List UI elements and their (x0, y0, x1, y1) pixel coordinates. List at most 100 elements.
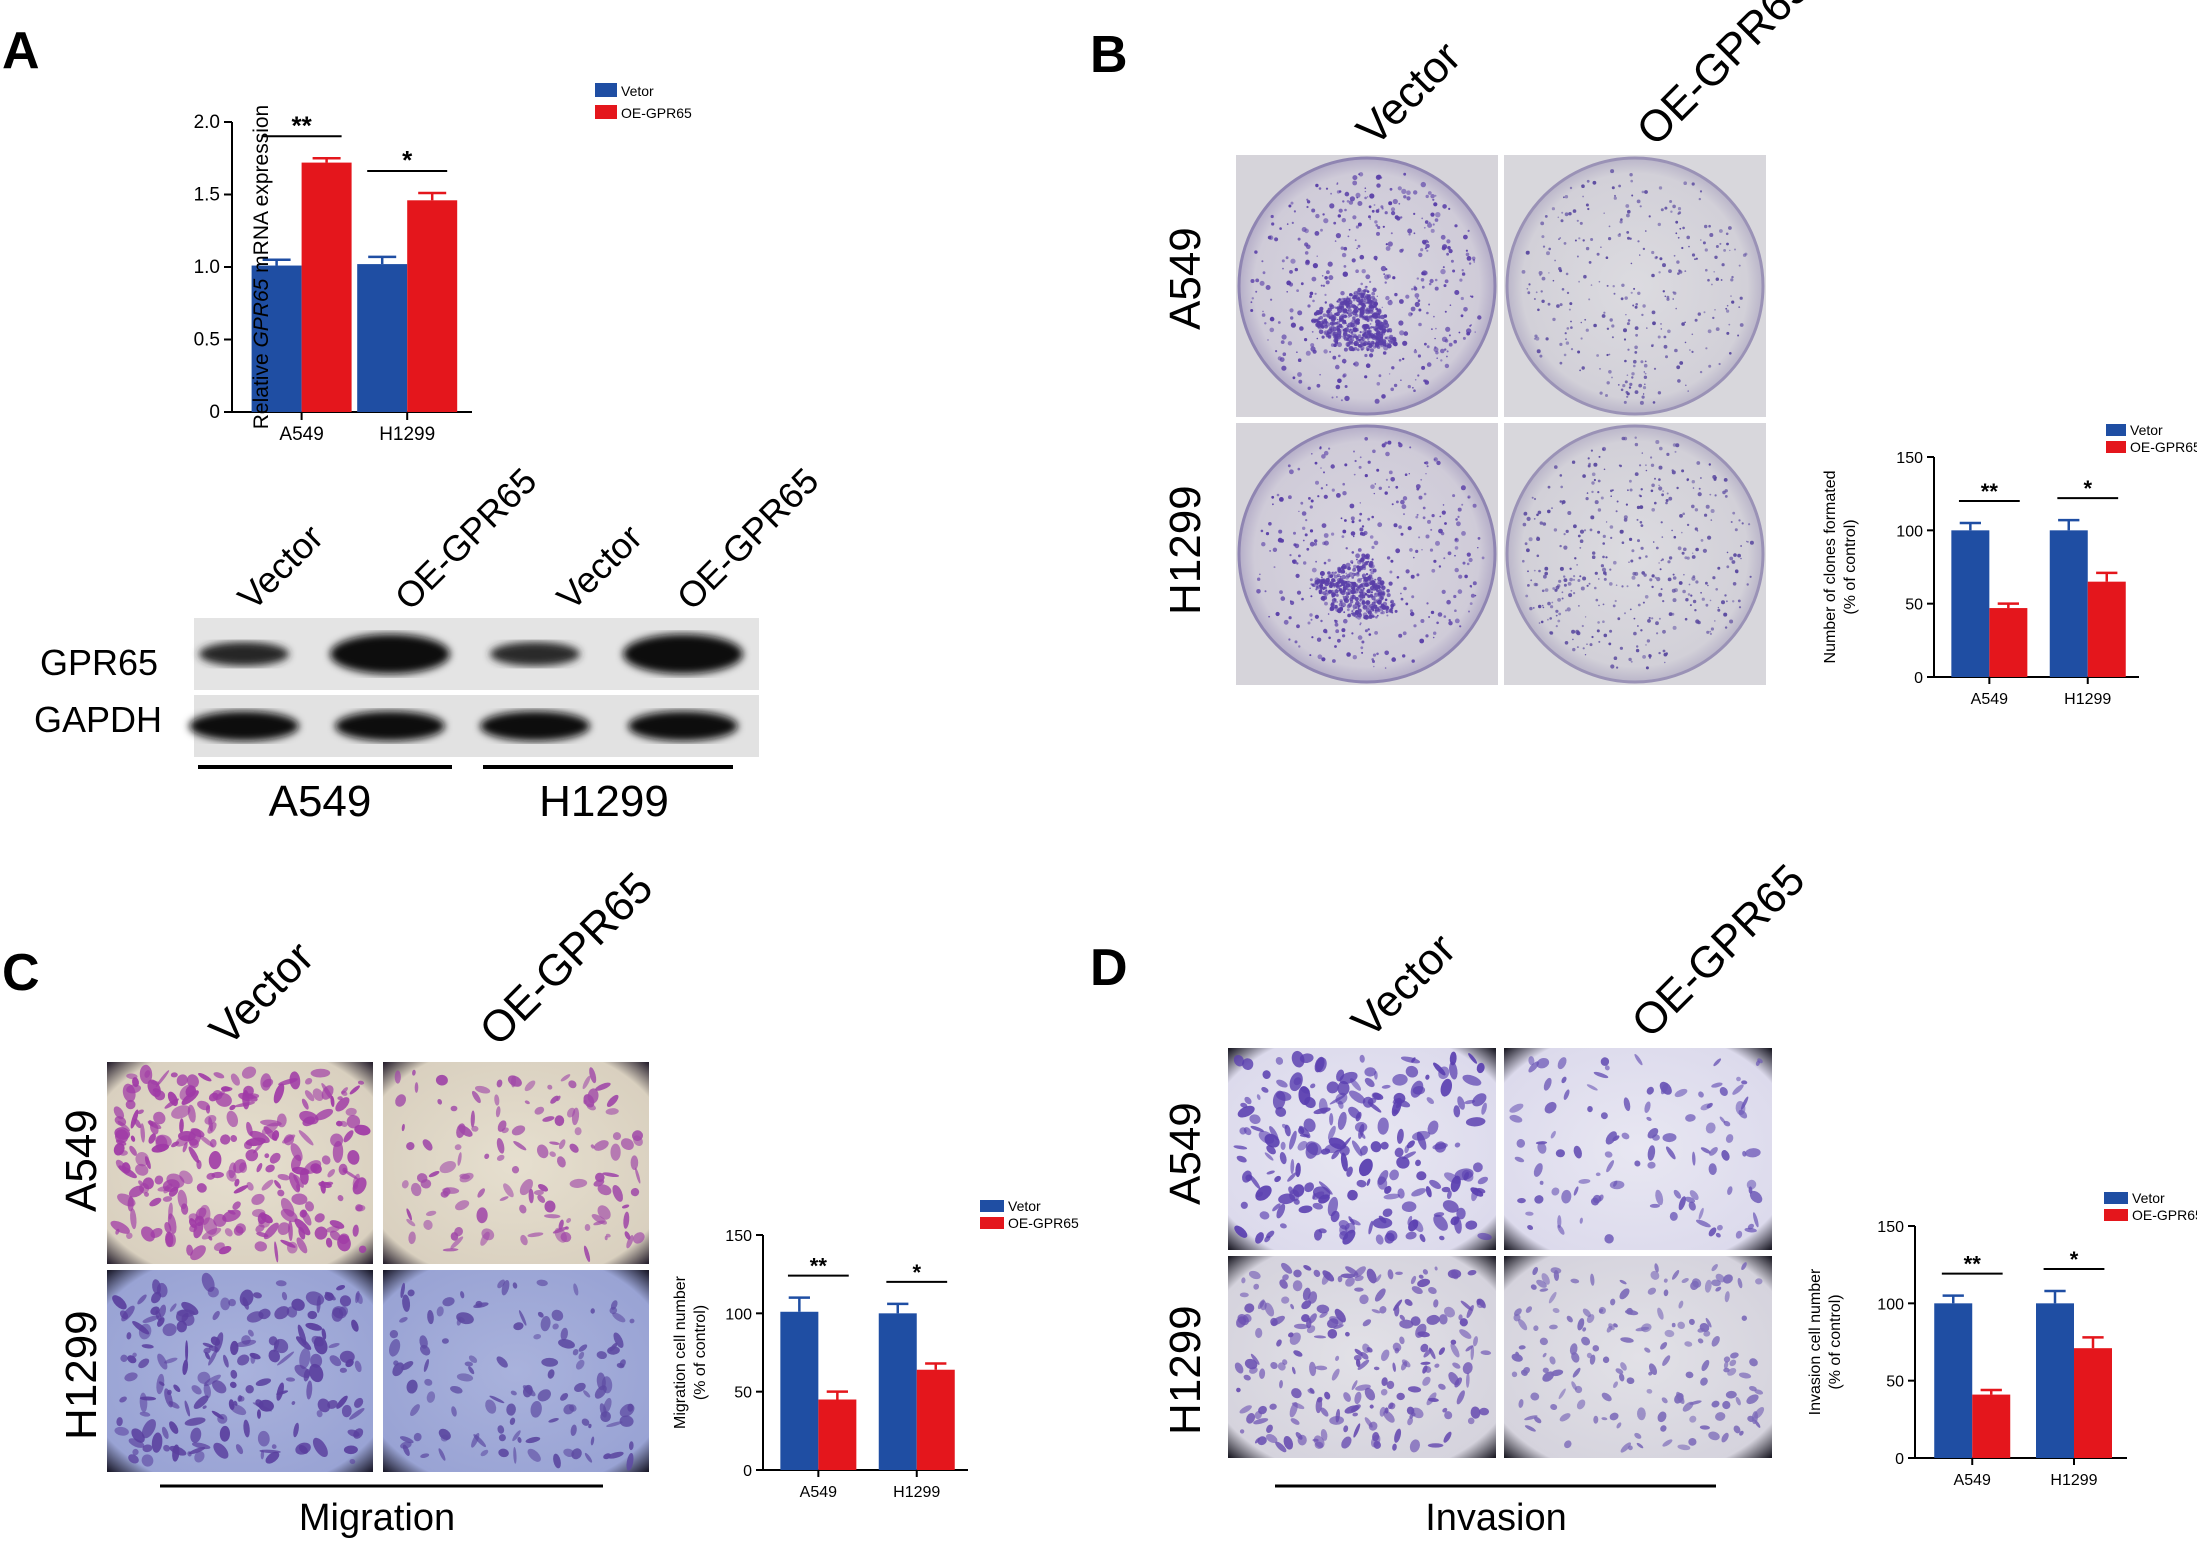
cell (1315, 1397, 1323, 1414)
colony (1651, 250, 1655, 255)
colony (1342, 529, 1347, 534)
cell (1620, 1442, 1632, 1453)
cell (1700, 1103, 1711, 1111)
colony (1350, 516, 1355, 521)
colony (1444, 310, 1447, 313)
colony (1338, 579, 1342, 584)
colony (1361, 532, 1366, 537)
colony (1551, 601, 1554, 604)
cell (132, 1320, 150, 1335)
colony (1636, 199, 1641, 204)
colony (1574, 239, 1577, 242)
colony (1364, 187, 1367, 189)
colony (1423, 270, 1428, 276)
colony (1426, 345, 1430, 349)
cell (230, 1369, 238, 1379)
colony (1435, 540, 1440, 546)
colony (1329, 607, 1334, 612)
colony (1384, 607, 1388, 611)
colony (1584, 654, 1587, 656)
colony (1640, 546, 1644, 550)
colony (1619, 646, 1623, 650)
cell (410, 1182, 422, 1197)
cell (583, 1245, 591, 1262)
colony (1686, 556, 1690, 560)
colony (1574, 557, 1577, 560)
colony (1608, 237, 1612, 241)
colony (1328, 580, 1332, 585)
colony (1410, 611, 1415, 617)
cell (1649, 1203, 1660, 1208)
colony (1675, 443, 1680, 448)
colony (1443, 557, 1446, 560)
colony (1367, 588, 1373, 594)
colony (1684, 617, 1688, 621)
colony (1314, 292, 1317, 295)
colony (1649, 578, 1653, 582)
cell (1654, 1263, 1659, 1273)
colony (1542, 606, 1545, 609)
colony (1669, 200, 1673, 203)
cell (475, 1300, 483, 1308)
cell (1550, 1130, 1556, 1139)
colony (1566, 327, 1570, 330)
panel-label-d: D (1090, 939, 1128, 997)
colony (1446, 355, 1448, 358)
colony (1729, 556, 1734, 561)
colony (1630, 179, 1633, 183)
cell (1353, 1354, 1362, 1361)
col-label-vector-c: Vector (200, 932, 323, 1055)
colony (1288, 495, 1292, 500)
cell (1600, 1057, 1610, 1066)
colony (1564, 641, 1569, 645)
colony (1619, 464, 1622, 468)
colony (1452, 494, 1456, 498)
colony (1563, 242, 1567, 245)
cell (1333, 1324, 1344, 1330)
colony (1271, 495, 1275, 499)
colony (1749, 575, 1752, 578)
colony (1364, 474, 1368, 478)
colony (1612, 604, 1616, 608)
colony (1353, 292, 1356, 295)
colony (1344, 208, 1347, 212)
colony (1537, 510, 1542, 515)
colony (1425, 194, 1429, 199)
cell (460, 1291, 465, 1299)
cell (1408, 1219, 1419, 1232)
colony (1323, 330, 1329, 336)
colony (1333, 598, 1337, 602)
cell (1746, 1394, 1759, 1405)
cell (276, 1382, 284, 1401)
colony (1396, 500, 1399, 504)
colony (1320, 284, 1323, 287)
colony (1535, 291, 1538, 294)
cell (1700, 1147, 1711, 1154)
colony (1371, 568, 1373, 571)
colony (1726, 600, 1728, 603)
cell (1467, 1269, 1477, 1276)
cell (141, 1454, 154, 1467)
colony (1372, 583, 1375, 587)
y-axis-label-gene: GPR65 (250, 278, 273, 347)
cell (407, 1289, 415, 1297)
cell (1741, 1262, 1747, 1271)
colony (1404, 473, 1408, 477)
cell (298, 1226, 306, 1240)
cell (1592, 1345, 1600, 1352)
colony (1709, 630, 1711, 633)
cell (263, 1222, 279, 1240)
colony (1582, 195, 1584, 198)
colony (1443, 615, 1447, 618)
cell (163, 1444, 171, 1452)
cell (423, 1359, 429, 1372)
colony (1355, 553, 1360, 559)
colony (1641, 313, 1644, 317)
cell (389, 1339, 401, 1357)
colony (1564, 195, 1569, 199)
cell (185, 1340, 189, 1363)
cell (305, 1291, 325, 1306)
colony (1281, 365, 1287, 371)
bar-vector-h1299 (878, 1313, 917, 1470)
cell (1240, 1102, 1248, 1108)
